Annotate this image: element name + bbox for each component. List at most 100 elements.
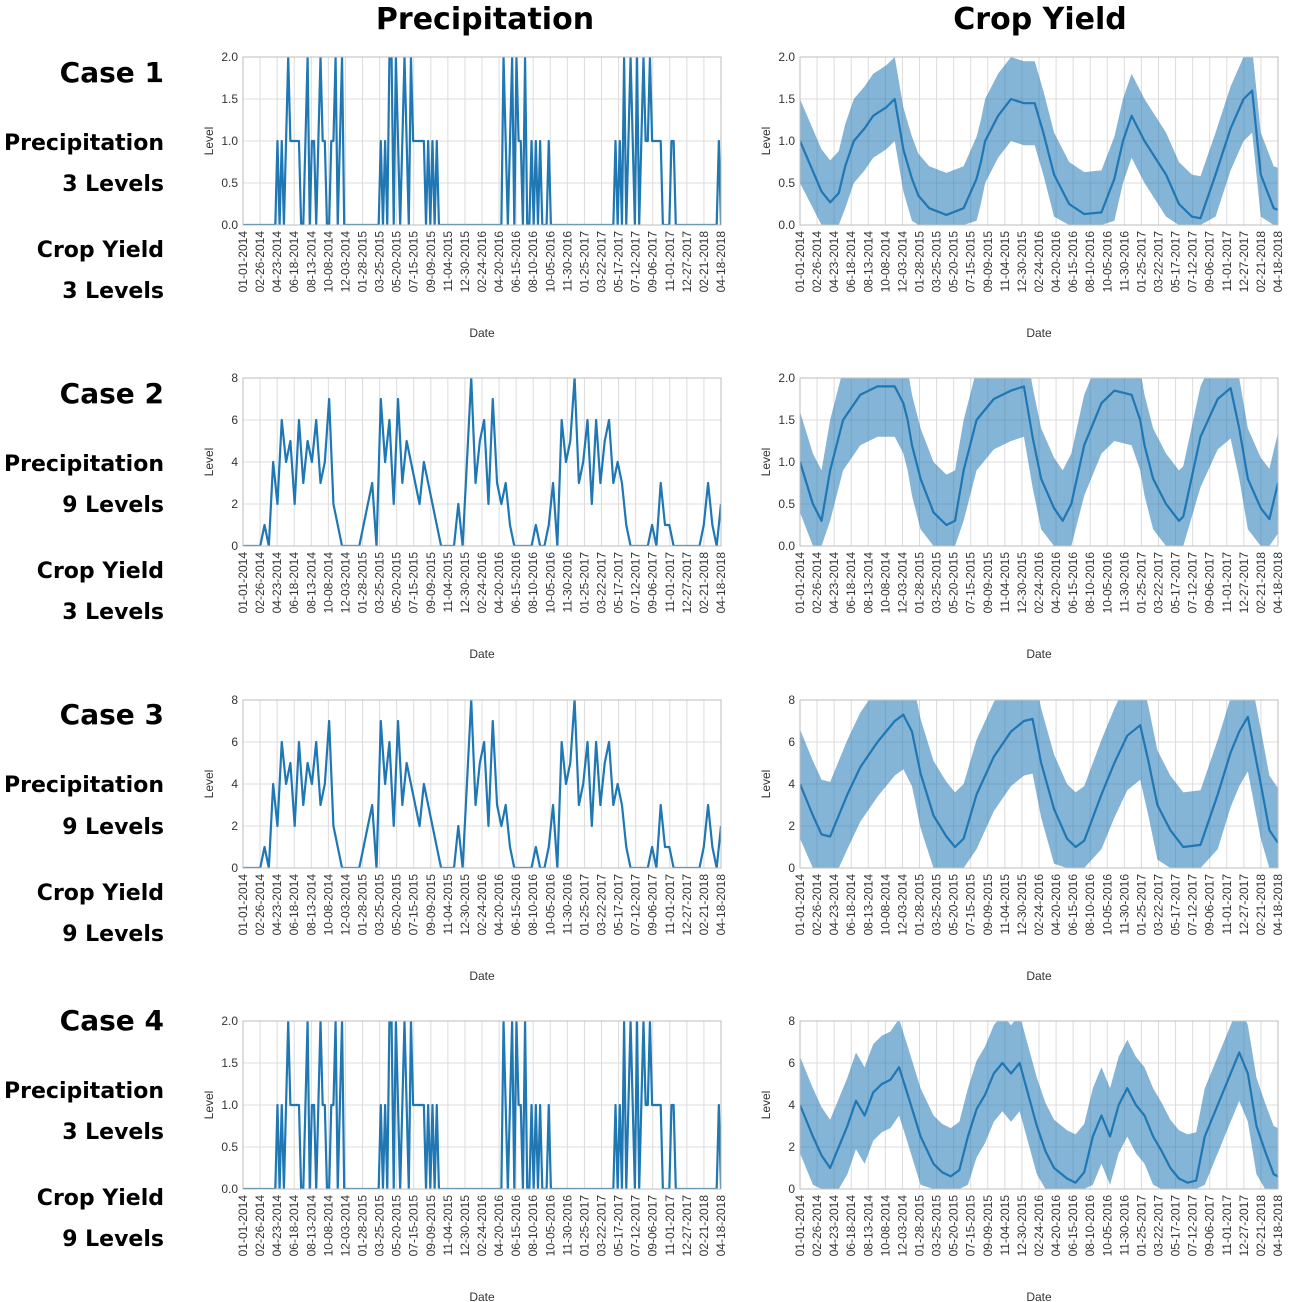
case1-precip-x-tick-label: 12-03-2014 xyxy=(338,231,352,293)
case3-precip-x-tick-label: 12-03-2014 xyxy=(338,874,352,936)
case-2-line-4: 3 Levels xyxy=(62,600,164,625)
case4-crop-x-tick-label: 01-28-2015 xyxy=(913,1195,927,1257)
case2-crop-x-axis-label: Date xyxy=(1026,647,1052,661)
case-2-line-3: Crop Yield xyxy=(36,559,164,584)
case4-crop-x-tick-label: 09-09-2015 xyxy=(981,1195,995,1257)
case2-crop-y-tick-label: 2.0 xyxy=(778,371,795,385)
case1-crop-x-tick-label: 10-05-2016 xyxy=(1100,231,1114,293)
crop-yield-column-title: Crop Yield xyxy=(953,2,1127,37)
case1-precip-x-tick-label: 11-01-2017 xyxy=(663,231,677,292)
case2-precip-x-tick-label: 01-01-2014 xyxy=(236,552,250,614)
case2-precip-x-tick-label: 08-10-2016 xyxy=(526,552,540,614)
case2-precip-x-tick-label: 01-25-2017 xyxy=(577,552,591,614)
case3-precip-x-tick-label: 07-15-2015 xyxy=(407,874,421,936)
case3-crop-x-tick-label: 06-18-2014 xyxy=(844,874,858,936)
case4-precip-x-tick-label: 12-27-2017 xyxy=(680,1195,694,1257)
case2-precip-x-tick-label: 09-09-2015 xyxy=(424,552,438,614)
case2-crop-x-tick-label: 11-04-2015 xyxy=(998,552,1012,613)
case1-precip-x-tick-label: 01-01-2014 xyxy=(236,231,250,293)
case4-precip-x-tick-label: 02-26-2014 xyxy=(253,1195,267,1257)
case2-crop-x-tick-label: 01-01-2014 xyxy=(793,552,807,614)
case4-precip-x-tick-label: 05-20-2015 xyxy=(390,1195,404,1257)
case2-crop-x-tick-label: 10-08-2014 xyxy=(878,552,892,614)
case2-precip-y-tick-label: 8 xyxy=(231,371,238,385)
case3-crop-panel: 01-01-2014 02-26-2014 04-23-2014 06-18-2014… xyxy=(759,693,1285,983)
case3-crop-x-tick-label: 05-20-2015 xyxy=(947,874,961,936)
case2-precip-x-tick-label: 11-04-2015 xyxy=(441,552,455,613)
case1-precip-x-tick-label: 03-25-2015 xyxy=(373,231,387,293)
case3-crop-x-tick-label: 01-25-2017 xyxy=(1134,874,1148,936)
case4-crop-x-tick-label: 11-01-2017 xyxy=(1220,1195,1234,1256)
case1-crop-x-tick-label: 07-12-2017 xyxy=(1186,231,1200,293)
case4-crop-y-tick-label: 0 xyxy=(788,1182,795,1196)
case3-precip-x-tick-label: 05-17-2017 xyxy=(612,874,626,936)
case3-crop-x-tick-label: 07-15-2015 xyxy=(964,874,978,936)
case1-crop-y-tick-label: 0.0 xyxy=(778,218,795,232)
case2-crop-y-tick-label: 1.5 xyxy=(778,413,795,427)
case1-crop-series-line xyxy=(800,89,1278,220)
case1-precip-x-tick-label: 07-15-2015 xyxy=(407,231,421,293)
case2-precip-x-tick-label: 12-03-2014 xyxy=(338,552,352,614)
case1-crop-x-tick-label: 09-09-2015 xyxy=(981,231,995,293)
case2-precip-y-axis-label: Level xyxy=(202,448,216,477)
case1-precip-x-tick-label: 04-20-2016 xyxy=(492,231,506,293)
case1-precip-x-tick-label: 04-18-2018 xyxy=(714,231,728,293)
case1-precip-x-tick-label: 07-12-2017 xyxy=(629,231,643,293)
case3-precip-x-tick-label: 03-22-2017 xyxy=(595,874,609,936)
case4-crop-x-tick-label: 03-22-2017 xyxy=(1152,1195,1166,1257)
case2-crop-x-tick-label: 02-24-2016 xyxy=(1032,552,1046,614)
case4-crop-y-tick-label: 2 xyxy=(788,1140,795,1154)
case2-crop-x-tick-label: 12-27-2017 xyxy=(1237,552,1251,614)
case3-precip-series-line xyxy=(243,700,721,868)
case-1-line-3: Crop Yield xyxy=(36,238,164,263)
case3-precip-frame xyxy=(242,699,722,869)
case1-precip-x-tick-label: 12-30-2015 xyxy=(458,231,472,293)
case4-crop-y-tick-label: 6 xyxy=(788,1056,795,1070)
case4-precip-x-tick-label: 09-09-2015 xyxy=(424,1195,438,1257)
case4-crop-x-tick-label: 12-27-2017 xyxy=(1237,1195,1251,1257)
case1-crop-y-tick-label: 1.0 xyxy=(778,134,795,148)
case-4-line-1: Precipitation xyxy=(4,1079,164,1104)
case2-precip-x-tick-label: 03-22-2017 xyxy=(595,552,609,614)
case3-crop-y-tick-label: 4 xyxy=(788,777,795,791)
case4-crop-x-tick-label: 02-26-2014 xyxy=(810,1195,824,1257)
case2-precip-series-line xyxy=(243,378,721,546)
case2-precip-y-tick-label: 6 xyxy=(231,413,238,427)
case4-precip-x-tick-label: 07-15-2015 xyxy=(407,1195,421,1257)
case1-crop-x-tick-label: 04-18-2018 xyxy=(1271,231,1285,293)
case3-precip-y-axis-label: Level xyxy=(202,770,216,799)
case4-crop-x-tick-label: 12-30-2015 xyxy=(1015,1195,1029,1257)
case3-crop-y-tick-label: 6 xyxy=(788,735,795,749)
case1-crop-x-tick-label: 08-10-2016 xyxy=(1083,231,1097,293)
case4-precip-x-tick-label: 01-28-2015 xyxy=(356,1195,370,1257)
case3-precip-x-tick-label: 10-05-2016 xyxy=(543,874,557,936)
case2-crop-y-axis-label: Level xyxy=(759,448,773,477)
case4-crop-x-tick-label: 04-23-2014 xyxy=(827,1195,841,1257)
case1-crop-x-tick-label: 04-20-2016 xyxy=(1049,231,1063,293)
case2-crop-x-tick-label: 03-22-2017 xyxy=(1152,552,1166,614)
case3-crop-x-tick-label: 11-04-2015 xyxy=(998,874,1012,935)
case1-crop-x-tick-label: 04-23-2014 xyxy=(827,231,841,293)
case2-crop-x-tick-label: 06-18-2014 xyxy=(844,552,858,614)
case-3-line-1: Precipitation xyxy=(4,773,164,798)
case4-precip-x-tick-label: 08-13-2014 xyxy=(304,1195,318,1257)
case1-precip-y-tick-label: 0.0 xyxy=(221,218,238,232)
case2-crop-x-tick-label: 11-01-2017 xyxy=(1220,552,1234,613)
case3-precip-x-tick-label: 09-09-2015 xyxy=(424,874,438,936)
case2-crop-y-tick-label: 1.0 xyxy=(778,455,795,469)
case3-crop-x-tick-label: 12-27-2017 xyxy=(1237,874,1251,936)
case3-precip-y-tick-label: 2 xyxy=(231,819,238,833)
case1-crop-x-tick-label: 08-13-2014 xyxy=(861,231,875,293)
case3-crop-x-tick-label: 01-28-2015 xyxy=(913,874,927,936)
case3-precip-y-tick-label: 8 xyxy=(231,693,238,707)
case1-crop-x-tick-label: 09-06-2017 xyxy=(1203,231,1217,293)
case3-crop-x-tick-label: 09-06-2017 xyxy=(1203,874,1217,936)
case1-precip-x-tick-label: 02-26-2014 xyxy=(253,231,267,293)
case3-precip-x-tick-label: 02-21-2018 xyxy=(697,874,711,936)
case2-crop-confidence-band xyxy=(800,378,1278,546)
case1-crop-x-tick-label: 06-18-2014 xyxy=(844,231,858,293)
case4-precip-x-tick-label: 04-18-2018 xyxy=(714,1195,728,1257)
case3-crop-x-tick-label: 04-18-2018 xyxy=(1271,874,1285,936)
case2-precip-x-tick-label: 08-13-2014 xyxy=(304,552,318,614)
